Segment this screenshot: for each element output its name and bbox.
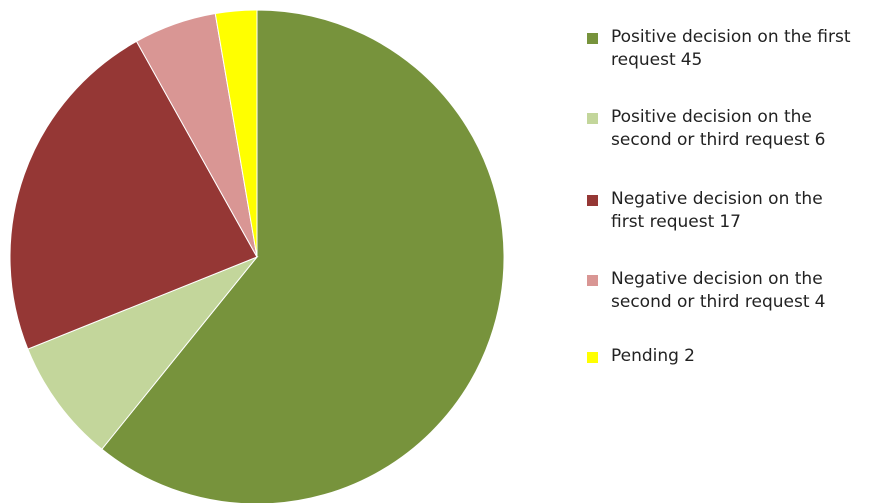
chart (9, 9, 505, 503)
legend-item: Pending 2 (587, 345, 857, 368)
legend-swatch (587, 33, 598, 44)
legend-label: Negative decision on the first request (611, 189, 823, 232)
legend-value: 4 (814, 292, 826, 312)
legend-value: 6 (814, 130, 826, 150)
legend-value: 17 (719, 212, 741, 232)
legend-text: Pending 2 (611, 345, 857, 368)
legend-text: Positive decision on the second or third… (611, 106, 857, 152)
pie-slice (214, 9, 258, 258)
legend-text: Negative decision on the second or third… (611, 268, 857, 314)
legend-label: Positive decision on the second or third… (611, 107, 812, 150)
legend-label: Negative decision on the second or third… (611, 269, 823, 312)
legend-text: Negative decision on the first request 17 (611, 188, 857, 234)
legend-swatch (587, 113, 598, 124)
legend-swatch (587, 275, 598, 286)
legend-text: Positive decision on the first request 45 (611, 26, 857, 72)
legend-swatch (587, 352, 598, 363)
legend-label: Positive decision on the first request (611, 27, 851, 70)
pie-slice (27, 255, 259, 450)
legend-item: Positive decision on the first request 45 (587, 26, 857, 72)
legend-label: Pending (611, 346, 679, 366)
pie-slice (9, 40, 258, 350)
pie-slice (101, 9, 505, 503)
legend-item: Positive decision on the second or third… (587, 106, 857, 152)
legend-value: 45 (680, 50, 703, 70)
legend-item: Negative decision on the second or third… (587, 268, 857, 314)
legend-swatch (587, 195, 598, 206)
legend-item: Negative decision on the first request 17 (587, 188, 857, 234)
legend-value: 2 (684, 346, 695, 366)
